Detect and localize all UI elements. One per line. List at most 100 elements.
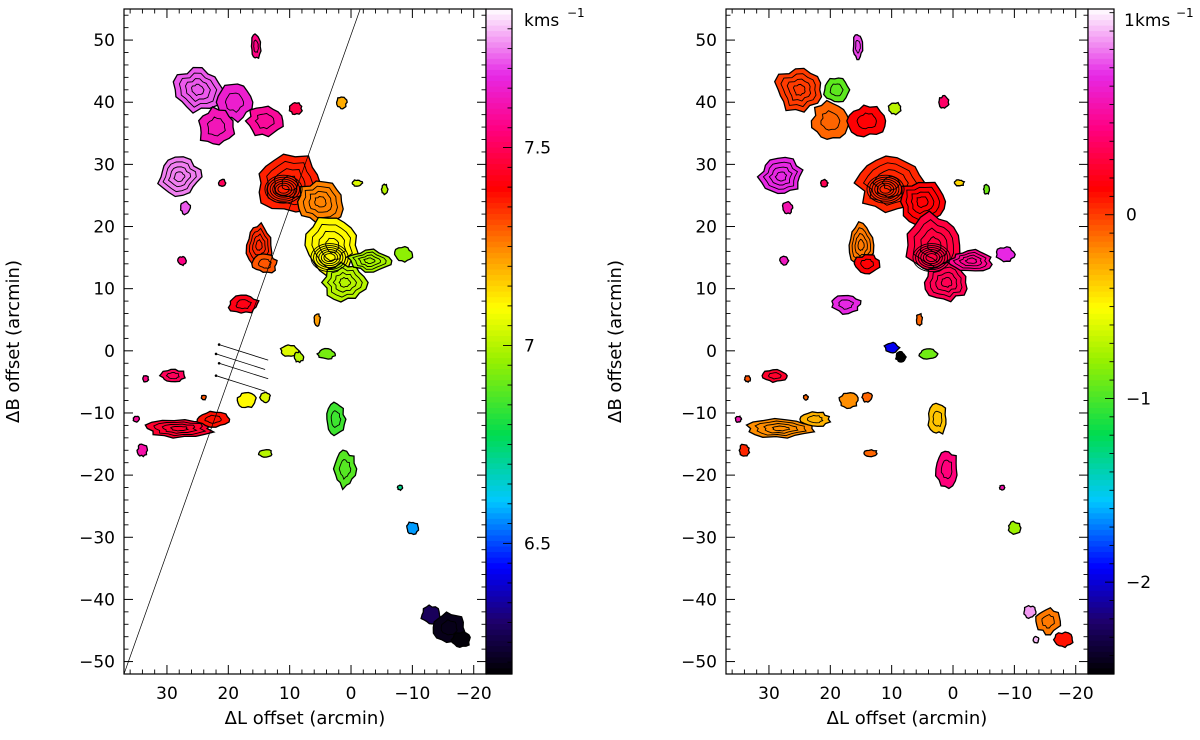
right-clump-fill-22 <box>982 183 991 195</box>
left-cbar-seg-28 <box>486 164 512 171</box>
left-peak-contour-1-5 <box>313 245 346 271</box>
left-vector-tail-3 <box>217 343 221 346</box>
left-cbar-seg-118 <box>486 662 512 670</box>
right-clump-4 <box>852 34 864 61</box>
left-clump-42 <box>450 631 471 648</box>
right-cbar-seg-43 <box>1088 247 1114 254</box>
left-clump-fill-6 <box>335 96 348 110</box>
right-clump-fill-30 <box>738 443 751 457</box>
left-clump-16 <box>393 245 414 263</box>
left-clump-fill-33 <box>236 391 257 409</box>
right-cbar-seg-65 <box>1088 369 1114 376</box>
right-cbar-seg-11 <box>1088 69 1114 77</box>
right-y-axis-label: ΔB offset (arcmin) <box>605 260 626 423</box>
right-ytick-label-2: 30 <box>695 155 717 175</box>
left-cbar-seg-81 <box>486 457 512 465</box>
right-clump-fill-9 <box>819 178 829 188</box>
left-cbar-unit: kms <box>524 11 559 31</box>
right-clump-fill-2 <box>810 99 851 140</box>
left-cbar-seg-64 <box>486 363 512 370</box>
left-cbar-seg-23 <box>486 136 512 143</box>
left-clump-fill-21 <box>351 179 364 187</box>
left-x-axis-label: ΔL offset (arcmin) <box>225 708 386 729</box>
right-clump-contour-0-3 <box>792 83 806 96</box>
left-cbar-seg-12 <box>486 75 512 82</box>
right-clump-fill-33 <box>838 392 859 410</box>
right-ytick-label-4: 10 <box>695 280 717 300</box>
left-cbar-seg-70 <box>486 396 512 404</box>
left-peak-contour-1-2 <box>320 251 339 265</box>
right-clump-fill-35 <box>863 449 878 458</box>
right-clump-fill-43 <box>1032 635 1040 644</box>
right-cbar-seg-6 <box>1088 42 1114 49</box>
right-cbar-seg-118 <box>1088 662 1114 670</box>
left-clump-contour-15-2 <box>357 254 382 267</box>
left-clump-25 <box>316 347 336 360</box>
right-clump-fill-41 <box>1035 607 1062 636</box>
right-clump-42 <box>1052 631 1074 649</box>
right-xtick-label-2: 10 <box>881 684 903 704</box>
right-cbar-seg-88 <box>1088 496 1114 503</box>
right-cbar-seg-13 <box>1088 81 1114 88</box>
left-vector-1 <box>218 362 269 380</box>
right-clump-contour-15-3 <box>964 257 978 264</box>
right-cbar-seg-20 <box>1088 119 1114 126</box>
left-clump-10 <box>177 255 187 267</box>
left-clump-fill-19 <box>227 294 260 314</box>
right-clump-fill-3 <box>846 104 887 138</box>
right-cbar-seg-52 <box>1088 297 1114 304</box>
right-clump-contour-26-1 <box>768 372 782 380</box>
right-peak-contour-1-6 <box>912 243 951 273</box>
right-clump-15 <box>946 248 993 272</box>
left-cbar-seg-32 <box>486 186 512 193</box>
right-peak-0 <box>866 174 905 204</box>
left-clump-33 <box>236 391 257 409</box>
left-ytick-label-8: −30 <box>79 528 115 548</box>
right-cbar-label-0: 0 <box>1126 206 1137 226</box>
left-cbar-seg-52 <box>486 297 512 304</box>
right-peak-contour-0-3 <box>874 180 897 198</box>
left-clump-fill-9 <box>217 178 227 187</box>
left-clump-fill-32 <box>200 394 207 401</box>
right-clump-fill-21 <box>953 179 966 187</box>
right-clump-3 <box>846 104 887 138</box>
right-cbar-seg-92 <box>1088 518 1114 525</box>
right-cbar-seg-18 <box>1088 108 1114 115</box>
left-axes: 30 20 10 0 −10 −20 50 40 30 20 10 0 −10 −20 −30 −40 −50 Δ… <box>3 9 492 729</box>
right-cbar-seg-39 <box>1088 225 1114 232</box>
right-clump-contour-11-3 <box>881 175 901 191</box>
right-cbar-seg-90 <box>1088 507 1114 514</box>
left-cbar-seg-101 <box>486 568 512 575</box>
right-cbar-seg-99 <box>1088 557 1114 564</box>
right-cbar-seg-102 <box>1088 574 1114 581</box>
left-clump-32 <box>200 394 207 401</box>
left-clump-0 <box>172 66 224 114</box>
right-cbar-seg-60 <box>1088 341 1114 348</box>
right-clump-contour-13-2 <box>919 227 948 263</box>
right-peak-contour-1-2 <box>922 251 941 265</box>
right-clump-contour-41-1 <box>1041 613 1055 629</box>
left-cbar-seg-48 <box>486 275 512 282</box>
right-clump-contour-36-1 <box>932 410 943 428</box>
right-clump-10 <box>779 255 790 266</box>
left-cbar-label-2: 6.5 <box>524 534 551 554</box>
left-cbar-seg-116 <box>486 651 512 658</box>
right-cbar-seg-59 <box>1088 335 1114 343</box>
right-cbar-seg-111 <box>1088 624 1114 631</box>
right-clump-fill-18 <box>853 253 881 275</box>
right-ytick-label-10: −50 <box>681 653 717 673</box>
right-cbar-seg-7 <box>1088 47 1114 54</box>
right-clump-37 <box>934 450 958 490</box>
left-cbar-seg-4 <box>486 31 512 38</box>
left-ytick-label-7: −20 <box>79 466 115 486</box>
right-cbar-seg-22 <box>1088 130 1114 138</box>
right-cbar-seg-81 <box>1088 457 1114 465</box>
left-ytick-label-0: 50 <box>93 31 115 51</box>
left-cbar-seg-96 <box>486 541 512 548</box>
right-clump-contour-0-1 <box>780 73 817 108</box>
left-clump-contour-12-3 <box>314 196 327 208</box>
right-clump-fill-37 <box>934 450 958 490</box>
left-vector-tail-1 <box>217 361 221 365</box>
right-clump-contour-14-1 <box>929 266 963 298</box>
left-clump-6 <box>335 96 348 110</box>
